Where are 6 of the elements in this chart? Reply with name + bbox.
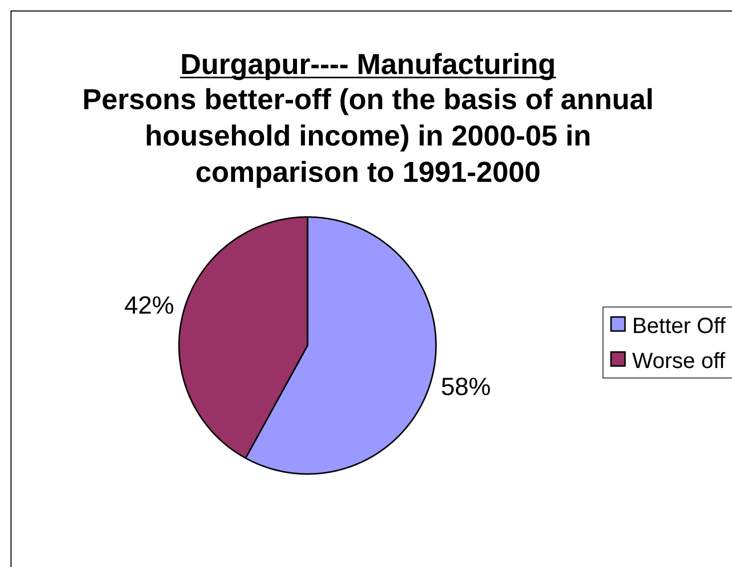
legend-label: Worse off	[632, 352, 726, 368]
data-label: 42%	[124, 296, 174, 314]
legend-label: Better Off	[634, 317, 726, 334]
data-label: 58%	[442, 378, 490, 396]
chart-subtitle: Persons better-off (on the basis of annual household income) in 2000-05 in comparison to 1991-2000	[84, 88, 652, 188]
chart-title: Durgapur---- Manufacturing	[182, 53, 554, 80]
